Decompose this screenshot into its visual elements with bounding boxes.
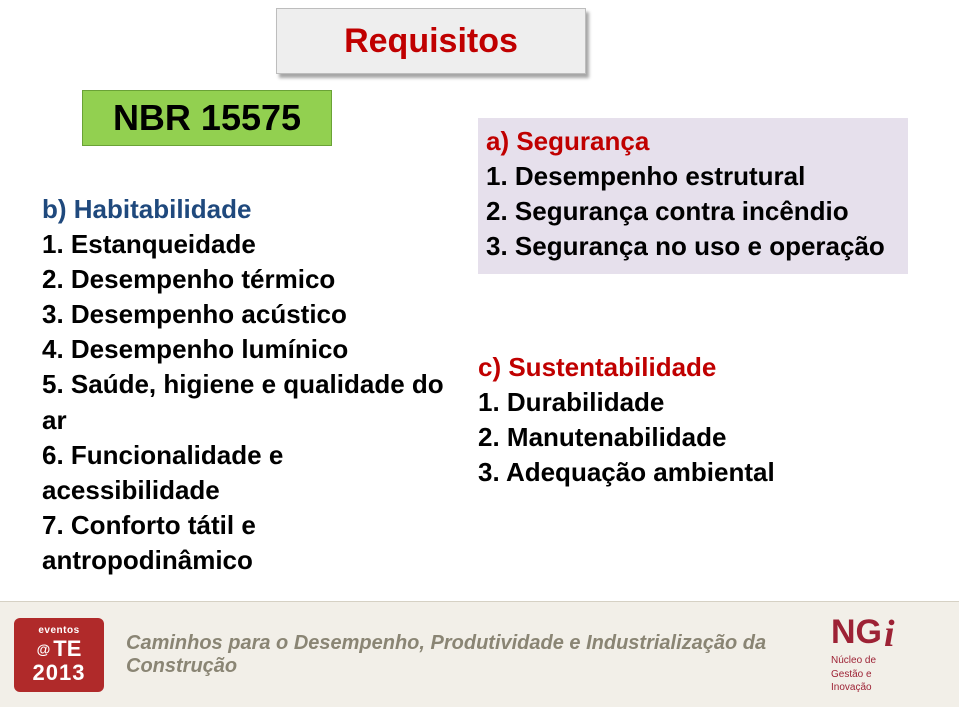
ngi-top-row: NG i (831, 615, 895, 653)
title-box: Requisitos (276, 8, 586, 74)
block-b-item: 6. Funcionalidade e acessibilidade (42, 438, 462, 508)
block-c-item: 2. Manutenabilidade (478, 420, 848, 455)
block-a-item: 3. Segurança no uso e operação (486, 229, 900, 264)
cte-te-label: TE (53, 638, 81, 660)
block-b-item: 1. Estanqueidade (42, 227, 462, 262)
cte-row: @ TE (37, 638, 82, 660)
block-c-item: 1. Durabilidade (478, 385, 848, 420)
block-a-heading: a) Segurança (486, 124, 900, 159)
block-c-heading: c) Sustentabilidade (478, 350, 848, 385)
nbr-badge: NBR 15575 (82, 90, 332, 146)
block-c-sustentabilidade: c) Sustentabilidade 1. Durabilidade 2. M… (478, 350, 848, 490)
block-a-item: 1. Desempenho estrutural (486, 159, 900, 194)
slide-root: Requisitos NBR 15575 a) Segurança 1. Des… (0, 0, 959, 707)
cte-logo: eventos @ TE 2013 (14, 618, 104, 692)
ngi-logo: NG i Núcleo de Gestão e Inovação (831, 620, 941, 690)
cte-year-label: 2013 (33, 662, 86, 684)
block-b-item: 4. Desempenho lumínico (42, 332, 462, 367)
block-a-seguranca: a) Segurança 1. Desempenho estrutural 2.… (478, 118, 908, 274)
slide-title: Requisitos (344, 22, 518, 61)
ngi-sub1: Núcleo de (831, 655, 876, 667)
ngi-ng: NG (831, 615, 882, 649)
footer: eventos @ TE 2013 Caminhos para o Desemp… (0, 601, 959, 707)
footer-caption: Caminhos para o Desempenho, Produtividad… (126, 632, 831, 678)
block-b-habitabilidade: b) Habitabilidade 1. Estanqueidade 2. De… (42, 192, 462, 578)
block-b-item: 5. Saúde, higiene e qualidade do ar (42, 367, 462, 437)
block-b-item: 2. Desempenho térmico (42, 262, 462, 297)
ngi-sub2: Gestão e (831, 669, 872, 681)
ngi-i: i (884, 615, 895, 653)
block-b-item: 3. Desempenho acústico (42, 297, 462, 332)
block-b-item: 7. Conforto tátil e antropodinâmico (42, 508, 462, 578)
cte-eventos-label: eventos (38, 625, 79, 636)
block-b-heading: b) Habitabilidade (42, 192, 462, 227)
block-a-item: 2. Segurança contra incêndio (486, 194, 900, 229)
ngi-sub3: Inovação (831, 682, 872, 694)
cte-at-icon: @ (37, 641, 51, 657)
block-c-item: 3. Adequação ambiental (478, 455, 848, 490)
nbr-label: NBR 15575 (113, 97, 301, 139)
